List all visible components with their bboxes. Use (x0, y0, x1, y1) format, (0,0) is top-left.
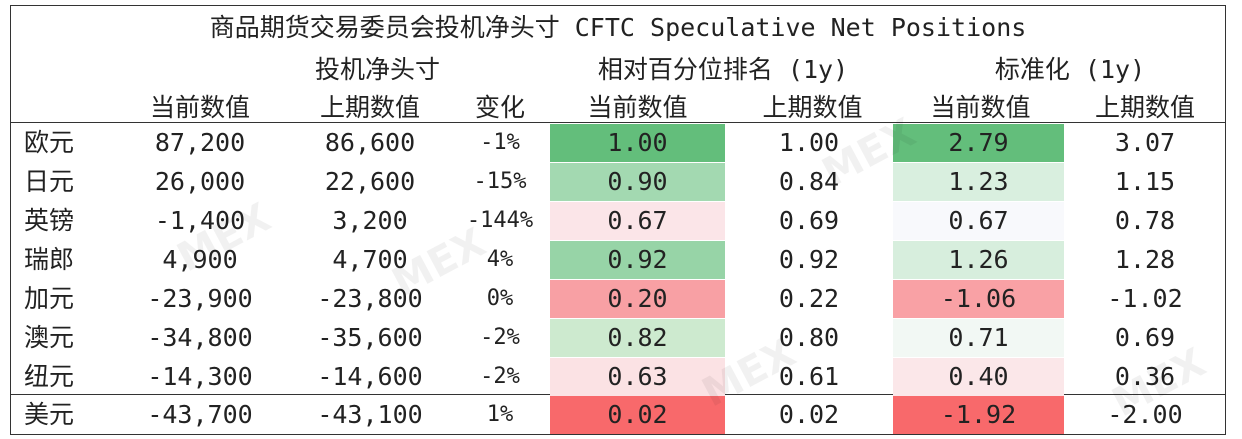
group-header-net: 投机净头寸 (314, 55, 440, 84)
change: -15% (473, 169, 527, 194)
std-cur: 1.23 (893, 163, 1064, 201)
col-header-rank-cur: 当前数值 (587, 93, 688, 122)
rank-cur: 0.90 (550, 163, 725, 201)
std-prev: 0.36 (1114, 362, 1176, 391)
table-row: 欧元 87,200 86,600 -1% 1.00 1.00 2.79 3.07 (10, 124, 1226, 162)
row-label: 日元 (24, 167, 75, 196)
col-header-rank-prev: 上期数值 (762, 93, 863, 122)
col-header-std-prev: 上期数值 (1094, 93, 1195, 122)
std-prev: 1.28 (1114, 245, 1176, 274)
net-prev: 22,600 (324, 167, 416, 196)
table-row: 纽元 -14,300 -14,600 -2% 0.63 0.61 0.40 0.… (10, 358, 1226, 396)
rank-cur: 0.67 (550, 202, 725, 240)
change: -144% (466, 208, 534, 233)
change: 0% (486, 286, 514, 311)
rank-cur: 0.63 (550, 358, 725, 396)
rank-prev: 0.22 (778, 284, 840, 313)
row-label: 美元 (24, 400, 75, 429)
table-right-border (1225, 5, 1226, 435)
std-cur: 0.40 (893, 358, 1064, 396)
rank-prev: 0.02 (778, 400, 840, 429)
net-cur: -23,900 (147, 284, 253, 313)
row-label: 英镑 (24, 206, 75, 235)
net-cur: -14,300 (147, 362, 253, 391)
rank-prev: 0.84 (778, 167, 840, 196)
net-cur: 26,000 (154, 167, 246, 196)
col-header-net-cur: 当前数值 (149, 93, 250, 122)
net-prev: -43,100 (317, 400, 423, 429)
table-row: 美元 -43,700 -43,100 1% 0.02 0.02 -1.92 -2… (10, 396, 1226, 434)
table-row: 瑞郎 4,900 4,700 4% 0.92 0.92 1.26 1.28 (10, 241, 1226, 279)
rank-prev: 0.92 (778, 245, 840, 274)
table-bottom-border (10, 434, 1226, 435)
std-prev: 0.69 (1114, 323, 1176, 352)
rank-prev: 0.69 (778, 206, 840, 235)
row-label: 澳元 (24, 323, 75, 352)
std-prev: -1.02 (1107, 284, 1183, 313)
net-cur: -34,800 (147, 323, 253, 352)
std-prev: 0.78 (1114, 206, 1176, 235)
rank-prev: 1.00 (778, 128, 840, 157)
net-prev: -35,600 (317, 323, 423, 352)
change: -2% (480, 364, 520, 389)
net-prev: -14,600 (317, 362, 423, 391)
std-prev: -2.00 (1107, 400, 1183, 429)
std-cur: -1.06 (893, 280, 1064, 318)
std-prev: 1.15 (1114, 167, 1176, 196)
std-cur: -1.92 (893, 396, 1064, 434)
row-label: 纽元 (24, 362, 75, 391)
rank-prev: 0.80 (778, 323, 840, 352)
col-header-net-prev: 上期数值 (319, 93, 420, 122)
table-row: 英镑 -1,400 3,200 -144% 0.67 0.69 0.67 0.7… (10, 202, 1226, 240)
net-cur: -43,700 (147, 400, 253, 429)
rank-cur: 0.20 (550, 280, 725, 318)
change: -1% (480, 130, 520, 155)
std-prev: 3.07 (1114, 128, 1176, 157)
std-cur: 0.67 (893, 202, 1064, 240)
table-left-border (10, 5, 11, 435)
std-cur: 1.26 (893, 241, 1064, 279)
group-header-rank: 相对百分位排名 (1y) (597, 55, 849, 84)
rank-cur: 0.02 (550, 396, 725, 434)
rank-cur: 0.82 (550, 319, 725, 357)
change: 1% (486, 402, 514, 427)
change: 4% (486, 247, 514, 272)
cftc-table: 商品期货交易委员会投机净头寸 CFTC Speculative Net Posi… (10, 5, 1226, 435)
col-header-change: 变化 (474, 93, 525, 122)
col-header-std-cur: 当前数值 (930, 93, 1031, 122)
header-bottom-border (10, 122, 1226, 123)
table-row: 日元 26,000 22,600 -15% 0.90 0.84 1.23 1.1… (10, 163, 1226, 201)
net-prev: 3,200 (332, 206, 408, 235)
table-row: 加元 -23,900 -23,800 0% 0.20 0.22 -1.06 -1… (10, 280, 1226, 318)
row-label: 瑞郎 (24, 245, 75, 274)
rank-cur: 1.00 (550, 124, 725, 162)
net-cur: 87,200 (154, 128, 246, 157)
table-top-border (10, 5, 1226, 6)
net-prev: 4,700 (332, 245, 408, 274)
net-cur: -1,400 (154, 206, 246, 235)
rank-prev: 0.61 (778, 362, 840, 391)
row-label: 加元 (24, 284, 75, 313)
table-title: 商品期货交易委员会投机净头寸 CFTC Speculative Net Posi… (209, 13, 1027, 42)
table-row: 澳元 -34,800 -35,600 -2% 0.82 0.80 0.71 0.… (10, 319, 1226, 357)
std-cur: 0.71 (893, 319, 1064, 357)
std-cur: 2.79 (893, 124, 1064, 162)
net-prev: 86,600 (324, 128, 416, 157)
group-header-std: 标准化 (1y) (994, 55, 1146, 84)
row-label: 欧元 (24, 128, 75, 157)
net-cur: 4,900 (162, 245, 238, 274)
rank-cur: 0.92 (550, 241, 725, 279)
change: -2% (480, 325, 520, 350)
net-prev: -23,800 (317, 284, 423, 313)
